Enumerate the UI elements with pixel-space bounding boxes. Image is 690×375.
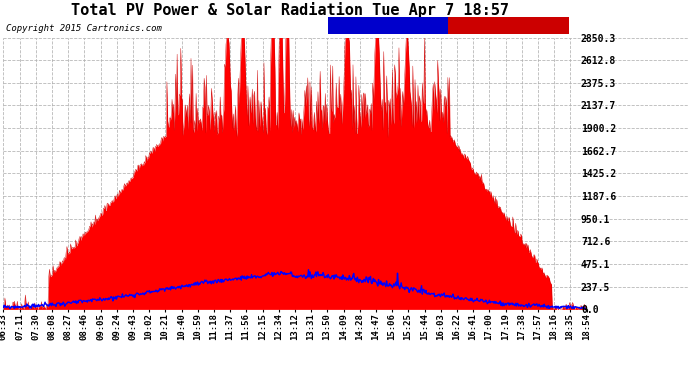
Text: Total PV Power & Solar Radiation Tue Apr 7 18:57: Total PV Power & Solar Radiation Tue Apr… (71, 2, 509, 18)
Text: Copyright 2015 Cartronics.com: Copyright 2015 Cartronics.com (6, 24, 161, 33)
Text: Radiation (w/m2): Radiation (w/m2) (341, 20, 435, 30)
Text: PV Panels (DC Watts): PV Panels (DC Watts) (450, 20, 568, 30)
